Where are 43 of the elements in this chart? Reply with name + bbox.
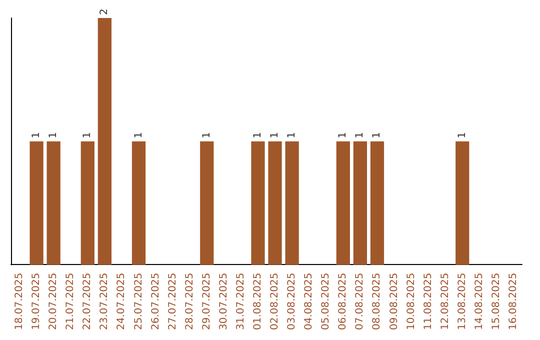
x-tick-label: 09.08.2025 <box>388 272 400 330</box>
x-tick-label: 07.08.2025 <box>354 272 366 330</box>
x-tick-label: 16.08.2025 <box>508 272 519 330</box>
data-label: 1 <box>31 132 42 138</box>
x-tick-label: 05.08.2025 <box>320 272 332 330</box>
x-tick-label: 08.08.2025 <box>372 272 383 330</box>
x-tick-label: 10.08.2025 <box>406 272 417 330</box>
x-tick-label: 30.07.2025 <box>218 272 230 330</box>
x-tick-label: 01.08.2025 <box>252 272 264 330</box>
x-tick-label: 02.08.2025 <box>270 272 281 330</box>
data-label: 1 <box>456 132 468 138</box>
data-label: 1 <box>48 132 60 138</box>
x-tick-label: 28.07.2025 <box>184 272 196 330</box>
x-tick-label: 26.07.2025 <box>150 272 162 330</box>
data-label: 2 <box>99 8 110 15</box>
data-label: 1 <box>372 132 383 138</box>
x-tick-label: 19.07.2025 <box>31 272 42 330</box>
data-label: 1 <box>201 132 212 138</box>
x-tick-label: 13.08.2025 <box>456 272 468 330</box>
x-tick-label: 03.08.2025 <box>286 272 298 330</box>
x-tick-label: 15.08.2025 <box>490 272 502 330</box>
x-tick-label: 18.07.2025 <box>14 272 26 330</box>
x-tick-label: 31.07.2025 <box>235 272 246 330</box>
x-tick-label: 20.07.2025 <box>48 272 60 330</box>
x-tick-label: 25.07.2025 <box>133 272 144 330</box>
data-label: 1 <box>354 132 366 138</box>
data-label: 1 <box>338 132 349 138</box>
x-tick-label: 23.07.2025 <box>99 272 110 330</box>
x-tick-label: 29.07.2025 <box>201 272 212 330</box>
x-tick-label: 21.07.2025 <box>65 272 76 330</box>
x-tick-label: 12.08.2025 <box>440 272 451 330</box>
x-tick-label: 06.08.2025 <box>338 272 349 330</box>
x-tick-label: 22.07.2025 <box>82 272 94 330</box>
data-label: 1 <box>270 132 281 138</box>
data-label: 1 <box>133 132 144 138</box>
data-label: 1 <box>82 132 94 138</box>
x-tick-label: 14.08.2025 <box>474 272 485 330</box>
x-tick-label: 27.07.2025 <box>167 272 178 330</box>
data-label: 1 <box>286 132 298 138</box>
data-label: 1 <box>252 132 264 138</box>
x-tick-label: 24.07.2025 <box>116 272 128 330</box>
x-tick-label: 11.08.2025 <box>422 272 434 330</box>
x-tick-label: 04.08.2025 <box>304 272 315 330</box>
